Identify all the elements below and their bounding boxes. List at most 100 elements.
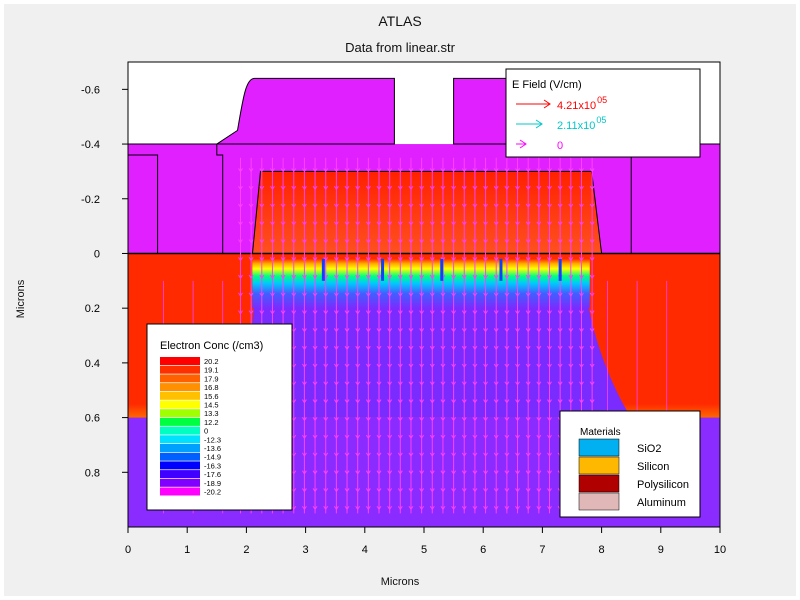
efield-arrow [515, 417, 520, 422]
efield-arrow [461, 488, 467, 493]
y-tick-label: 0.6 [85, 413, 100, 425]
efield-arrow [536, 239, 542, 244]
efield-arrow [504, 328, 510, 333]
efield-arrow [312, 274, 318, 279]
y-tick-label: 0.2 [85, 303, 100, 315]
efield-arrow [429, 257, 435, 262]
efield-arrow [355, 221, 361, 226]
efield-arrow [440, 168, 446, 173]
efield-arrow [333, 168, 339, 173]
efield-arrow [557, 292, 563, 297]
efield-arrow [333, 203, 339, 208]
efield-arrow [493, 168, 499, 173]
conc-legend-swatch [160, 365, 200, 374]
efield-arrow [365, 434, 371, 440]
efield-arrow [579, 203, 584, 208]
efield-arrow [408, 292, 414, 297]
efield-legend-box [505, 68, 701, 158]
efield-arrow [547, 399, 552, 404]
efield-arrow [515, 399, 520, 404]
efield-arrow [248, 239, 254, 244]
efield-arrow [504, 185, 510, 191]
efield-arrow [365, 239, 371, 244]
efield-arrow [312, 345, 318, 351]
efield-arrow [419, 417, 425, 422]
efield-arrow [579, 310, 584, 315]
conc-legend-swatch [160, 409, 200, 418]
efield-arrow [355, 505, 361, 511]
efield-arrow [333, 363, 339, 368]
efield-arrow [515, 203, 520, 208]
efield-arrow [568, 221, 574, 226]
efield-arrow [493, 505, 499, 511]
efield-arrow [589, 221, 595, 226]
efield-arrow [365, 292, 371, 297]
efield-arrow [525, 328, 531, 333]
efield-arrow [547, 488, 552, 493]
efield-arrow [301, 345, 307, 351]
material-label: Silicon [637, 461, 669, 473]
efield-arrow [557, 168, 563, 173]
efield-arrow [238, 185, 243, 191]
efield-arrow [429, 470, 435, 475]
conc-legend-swatch [160, 444, 200, 452]
efield-arrow [525, 452, 531, 457]
efield-arrow [248, 203, 254, 208]
efield-arrow [344, 345, 350, 351]
efield-arrow [525, 417, 531, 422]
efield-arrow [259, 185, 265, 191]
efield-arrow [344, 221, 350, 226]
y-tick-label: 0.4 [85, 358, 100, 370]
efield-arrow [483, 381, 488, 386]
efield-arrow [408, 381, 414, 386]
efield-arrow [291, 185, 297, 191]
efield-arrow [408, 203, 414, 208]
efield-arrow [536, 417, 542, 422]
efield-arrow [483, 310, 488, 315]
efield-arrow [472, 452, 478, 457]
efield-arrow [419, 488, 425, 493]
efield-arrow [301, 328, 307, 333]
efield-arrow [387, 328, 393, 333]
efield-legend-title: E Field (V/cm) [512, 79, 582, 91]
efield-arrow [451, 488, 457, 493]
efield-arrow [355, 257, 361, 262]
efield-arrow [504, 434, 510, 440]
efield-arrow [312, 434, 318, 440]
efield-arrow [397, 203, 403, 208]
efield-arrow [536, 328, 542, 333]
efield-arrow [536, 399, 542, 404]
y-tick-label: 0 [94, 248, 100, 260]
efield-arrow [365, 274, 371, 279]
efield-arrow [451, 239, 457, 244]
efield-arrow [589, 381, 595, 386]
efield-arrow [312, 417, 318, 422]
chart-subtitle: Data from linear.str [345, 40, 455, 55]
efield-arrow [270, 185, 275, 191]
efield-arrow [419, 239, 425, 244]
efield-arrow [504, 257, 510, 262]
efield-arrow [333, 274, 339, 279]
efield-arrow [312, 203, 318, 208]
efield-arrow [493, 363, 499, 368]
efield-arrow [333, 434, 339, 440]
efield-arrow [355, 363, 361, 368]
efield-arrow [579, 257, 584, 262]
efield-arrow [483, 452, 488, 457]
efield-arrow [312, 257, 318, 262]
efield-arrow [461, 203, 467, 208]
efield-arrow [280, 292, 286, 297]
efield-arrow [589, 274, 595, 279]
efield-arrow [387, 470, 393, 475]
efield-arrow [547, 452, 552, 457]
efield-arrow [419, 274, 425, 279]
efield-arrow [536, 434, 542, 440]
efield-arrow [280, 168, 286, 173]
efield-arrow [547, 417, 552, 422]
efield-arrow [515, 310, 520, 315]
efield-arrow [355, 185, 361, 191]
efield-arrow [451, 434, 457, 440]
efield-arrow [461, 363, 467, 368]
efield-arrow [397, 185, 403, 191]
x-tick-label: 3 [303, 544, 309, 556]
